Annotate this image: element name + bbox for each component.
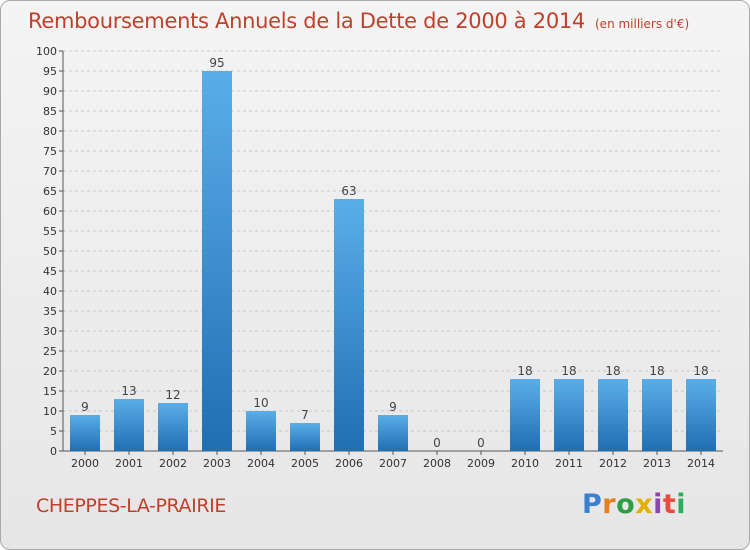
y-tick-label: 5	[50, 425, 57, 438]
data-label: 12	[165, 388, 180, 402]
bar	[686, 379, 716, 451]
bar	[378, 415, 408, 451]
bar	[158, 403, 188, 451]
y-tick-label: 30	[43, 325, 57, 338]
x-tick-label: 2000	[71, 457, 99, 470]
y-tick-label: 85	[43, 105, 57, 118]
x-tick-label: 2002	[159, 457, 187, 470]
bar	[70, 415, 100, 451]
data-label: 63	[341, 184, 356, 198]
y-tick-label: 65	[43, 185, 57, 198]
logo-letter: o	[616, 489, 636, 520]
y-tick-label: 80	[43, 125, 57, 138]
data-label: 9	[81, 400, 89, 414]
logo-letter: t	[662, 489, 677, 520]
bar	[510, 379, 540, 451]
bar	[290, 423, 320, 451]
y-tick-label: 90	[43, 85, 57, 98]
data-label: 7	[301, 408, 309, 422]
bar	[114, 399, 144, 451]
bar	[246, 411, 276, 451]
city-name: CHEPPES-LA-PRAIRIE	[36, 495, 226, 517]
x-tick-label: 2001	[115, 457, 143, 470]
y-tick-label: 75	[43, 145, 57, 158]
data-label: 18	[561, 364, 576, 378]
bar	[642, 379, 672, 451]
data-label: 18	[649, 364, 664, 378]
y-tick-label: 15	[43, 385, 57, 398]
chart-title: Remboursements Annuels de la Dette de 20…	[28, 9, 689, 33]
logo-letter: x	[635, 489, 654, 520]
data-label: 0	[433, 436, 441, 450]
x-tick-label: 2012	[599, 457, 627, 470]
x-tick-label: 2003	[203, 457, 231, 470]
data-label: 18	[517, 364, 532, 378]
y-tick-label: 55	[43, 225, 57, 238]
y-tick-label: 25	[43, 345, 57, 358]
x-tick-label: 2014	[687, 457, 715, 470]
logo-letter: P	[582, 489, 603, 520]
data-label: 95	[209, 56, 224, 70]
y-tick-label: 100	[36, 45, 57, 58]
data-label: 18	[605, 364, 620, 378]
chart-title-text: Remboursements Annuels de la Dette de 20…	[28, 9, 585, 33]
y-tick-label: 20	[43, 365, 57, 378]
data-label: 0	[477, 436, 485, 450]
x-tick-label: 2009	[467, 457, 495, 470]
bar	[598, 379, 628, 451]
y-tick-label: 10	[43, 405, 57, 418]
y-tick-label: 40	[43, 285, 57, 298]
y-tick-label: 50	[43, 245, 57, 258]
y-tick-label: 70	[43, 165, 57, 178]
logo-letter: i	[653, 489, 663, 520]
data-label: 13	[121, 384, 136, 398]
bar	[202, 71, 232, 451]
data-label: 9	[389, 400, 397, 414]
y-tick-label: 35	[43, 305, 57, 318]
data-label: 18	[693, 364, 708, 378]
y-tick-label: 0	[50, 445, 57, 458]
x-tick-label: 2007	[379, 457, 407, 470]
x-tick-label: 2010	[511, 457, 539, 470]
x-tick-label: 2005	[291, 457, 319, 470]
bar	[334, 199, 364, 451]
chart-subtitle: (en milliers d'€)	[595, 17, 690, 31]
y-tick-label: 95	[43, 65, 57, 78]
logo-letter: r	[602, 489, 617, 520]
y-tick-label: 45	[43, 265, 57, 278]
x-tick-label: 2008	[423, 457, 451, 470]
data-label: 10	[253, 396, 268, 410]
x-tick-label: 2004	[247, 457, 275, 470]
y-tick-label: 60	[43, 205, 57, 218]
x-tick-label: 2006	[335, 457, 363, 470]
x-tick-label: 2013	[643, 457, 671, 470]
logo-letter: i	[676, 489, 687, 520]
bar	[554, 379, 584, 451]
proxiti-logo: Proxiti	[582, 489, 686, 520]
x-tick-label: 2011	[555, 457, 583, 470]
